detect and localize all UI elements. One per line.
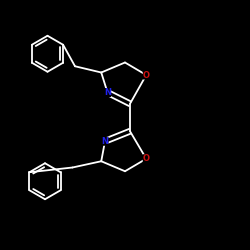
- Text: O: O: [143, 154, 150, 163]
- Text: O: O: [143, 70, 150, 80]
- Text: N: N: [104, 88, 111, 97]
- Text: N: N: [102, 137, 108, 146]
